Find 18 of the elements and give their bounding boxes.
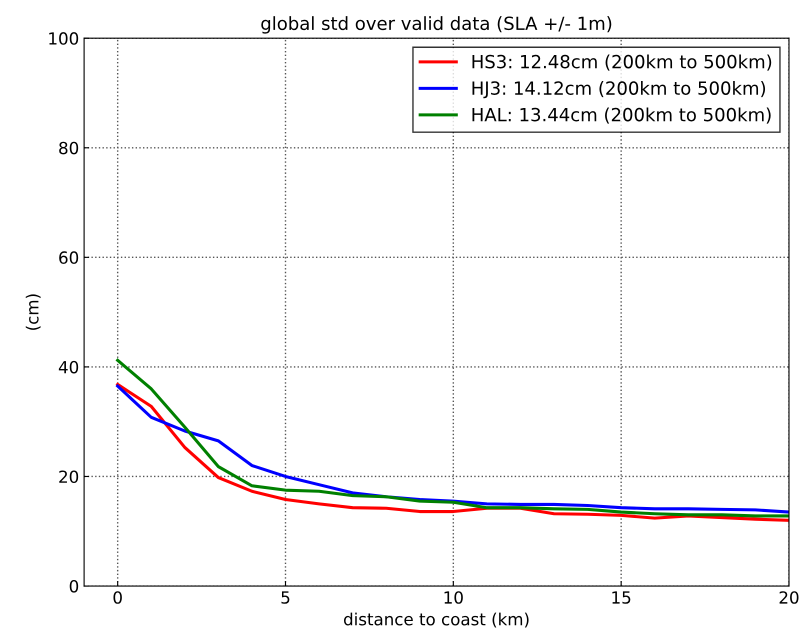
y-tick-label: 40 <box>58 360 78 374</box>
x-tick-label: 20 <box>780 591 798 604</box>
legend-label: HS3: 12.48cm (200km to 500km) <box>472 54 772 71</box>
y-tick-label: 20 <box>59 470 78 484</box>
y-tick-label: 60 <box>59 251 78 264</box>
x-tick-label: 5 <box>281 591 290 604</box>
legend-label: HJ3: 14.12cm (200km to 500km) <box>472 80 766 98</box>
x-tick-label: 15 <box>612 591 630 604</box>
y-tick-label: 80 <box>59 142 78 154</box>
x-tick-label: 0 <box>113 591 122 604</box>
y-axis-title: (cm) <box>26 294 41 330</box>
legend-label: HAL: 13.44cm (200km to 500km) <box>472 107 771 124</box>
x-tick-label: 10 <box>444 591 463 604</box>
chart-title: global std over valid data (SLA +/- 1m) <box>261 16 612 34</box>
y-tick-label: 0 <box>70 580 78 593</box>
x-axis-title: distance to coast (km) <box>344 612 529 628</box>
line-series <box>116 358 789 518</box>
y-tick-label: 100 <box>49 32 78 45</box>
